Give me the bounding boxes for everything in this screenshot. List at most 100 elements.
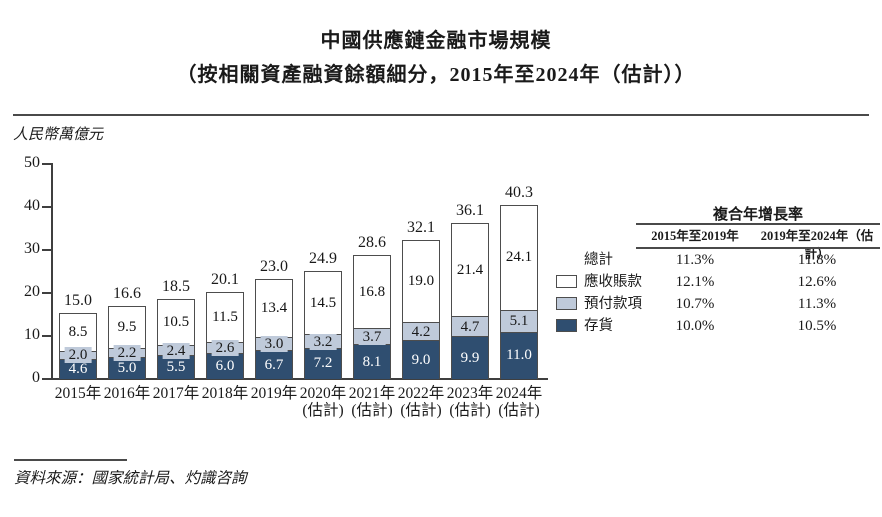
y-axis-tick-label: 0 xyxy=(32,369,40,386)
receivables-value-label: 14.5 xyxy=(309,294,337,311)
inventory-value-label: 5.5 xyxy=(166,359,186,376)
y-axis-tick-label: 40 xyxy=(24,197,40,214)
chart-title-line1: 中國供應鏈金融市場規模 xyxy=(320,30,552,52)
segment-inventory: 11.0 xyxy=(501,331,537,379)
receivables-value-label: 10.5 xyxy=(162,313,190,330)
bar-2022年: 19.0 4.2 9.0 xyxy=(402,239,440,379)
inventory-value-label: 4.6 xyxy=(68,361,88,378)
segment-inventory: 6.7 xyxy=(256,350,292,379)
receivables-value-label: 16.8 xyxy=(358,283,386,300)
bar-2023年: 21.4 4.7 9.9 xyxy=(451,223,489,379)
segment-prepayments: 4.2 xyxy=(403,322,439,341)
receivables-value-label: 19.0 xyxy=(407,272,435,289)
segment-inventory: 7.2 xyxy=(305,348,341,379)
x-axis-category-label: 2021年 (估計) xyxy=(348,385,396,419)
cagr-value: 12.6% xyxy=(797,274,837,290)
cagr-legend-table: 複合年增長率 2015年至2019年 2019年至2024年（估計） 總計 11.3% 1… xyxy=(556,203,880,348)
segment-receivables: 21.4 xyxy=(452,224,488,317)
segment-inventory: 5.0 xyxy=(109,357,145,379)
legend-swatch-應收賬款 xyxy=(556,275,577,288)
prepayments-value-label: 4.7 xyxy=(456,318,484,335)
y-axis-tick-label: 20 xyxy=(24,283,40,300)
segment-receivables: 19.0 xyxy=(403,240,439,323)
y-axis-unit-label: 人民幣萬億元 xyxy=(13,127,104,143)
segment-prepayments: 3.0 xyxy=(256,336,292,353)
segment-prepayments: 2.2 xyxy=(109,345,145,362)
y-axis-tick xyxy=(42,291,51,294)
inventory-value-label: 11.0 xyxy=(506,347,532,364)
x-axis-category-label: 2015年 xyxy=(54,385,102,402)
chart-title-line2: （按相關資產融資餘額細分，2015年至2024年（估計）） xyxy=(176,64,696,86)
inventory-value-label: 9.9 xyxy=(460,349,480,366)
bar-total-label: 20.1 xyxy=(211,270,239,288)
segment-prepayments: 5.1 xyxy=(501,309,537,332)
source-divider xyxy=(14,459,127,461)
prepayments-value-label: 2.4 xyxy=(162,342,190,359)
bar-2020年: 14.5 3.2 7.2 xyxy=(304,270,342,379)
inventory-value-label: 7.2 xyxy=(313,355,333,372)
cagr-value: 11.8% xyxy=(797,252,837,268)
x-axis-category-label: 2018年 xyxy=(201,385,249,402)
cagr-header-rule-top xyxy=(636,223,880,225)
segment-prepayments: 3.2 xyxy=(305,333,341,350)
bar-2016年: 9.5 2.2 5.0 xyxy=(108,306,146,379)
cagr-table-title: 複合年增長率 xyxy=(712,207,803,223)
cagr-column-header-2: 2019年至2024年（估計） xyxy=(760,229,874,261)
receivables-value-label: 24.1 xyxy=(505,249,533,266)
y-axis-tick xyxy=(42,205,51,208)
segment-prepayments: 3.7 xyxy=(354,328,390,345)
bar-2019年: 13.4 3.0 6.7 xyxy=(255,278,293,379)
segment-receivables: 11.5 xyxy=(207,292,243,342)
source-note: 資料來源：國家統計局、灼識咨詢 xyxy=(14,470,247,487)
x-axis-category-label: 2017年 xyxy=(152,385,200,402)
segment-receivables: 8.5 xyxy=(60,314,96,351)
cagr-value: 11.3% xyxy=(797,296,837,312)
y-axis-tick-label: 50 xyxy=(24,154,40,171)
inventory-value-label: 6.7 xyxy=(264,356,284,373)
y-axis-tick xyxy=(42,248,51,251)
segment-inventory: 6.0 xyxy=(207,353,243,379)
title-divider xyxy=(13,114,869,116)
stacked-bar-chart: 0 10 20 30 40 50 8.5 2.0 4.6 15.0 2015年 9.5 2.2 5.0 16… xyxy=(24,154,548,419)
prepayments-value-label: 3.0 xyxy=(260,336,288,353)
bar-2017年: 10.5 2.4 5.5 xyxy=(157,298,195,379)
segment-inventory: 9.0 xyxy=(403,340,439,379)
x-axis-category-label: 2023年 (估計) xyxy=(446,385,494,419)
inventory-value-label: 9.0 xyxy=(411,351,431,368)
bar-2018年: 11.5 2.6 6.0 xyxy=(206,291,244,379)
segment-receivables: 14.5 xyxy=(305,271,341,335)
x-axis-category-label: 2020年 (估計) xyxy=(299,385,347,419)
y-axis-tick xyxy=(42,334,51,337)
cagr-value: 10.7% xyxy=(675,296,715,312)
prepayments-value-label: 3.2 xyxy=(309,333,337,350)
cagr-header-rule-bottom xyxy=(636,247,880,249)
segment-receivables: 24.1 xyxy=(501,206,537,310)
receivables-value-label: 13.4 xyxy=(260,299,288,316)
receivables-value-label: 11.5 xyxy=(212,308,238,325)
legend-label-總計: 總計 xyxy=(584,252,613,268)
bar-total-label: 15.0 xyxy=(64,292,92,310)
bar-total-label: 40.3 xyxy=(505,184,533,202)
legend-label-預付款項: 預付款項 xyxy=(584,296,642,312)
segment-inventory: 8.1 xyxy=(354,344,390,379)
segment-prepayments: 2.4 xyxy=(158,342,194,359)
legend-swatch-存貨 xyxy=(556,319,577,332)
segment-inventory: 4.6 xyxy=(60,359,96,379)
bar-2024年: 24.1 5.1 11.0 xyxy=(500,205,538,379)
segment-prepayments: 2.6 xyxy=(207,340,243,357)
segment-receivables: 13.4 xyxy=(256,279,292,338)
prepayments-value-label: 2.6 xyxy=(211,340,239,357)
prepayments-value-label: 4.2 xyxy=(407,323,435,340)
x-axis-category-label: 2024年 (估計) xyxy=(495,385,543,419)
receivables-value-label: 21.4 xyxy=(456,261,484,278)
legend-label-存貨: 存貨 xyxy=(584,318,613,334)
segment-receivables: 16.8 xyxy=(354,256,390,329)
bar-total-label: 23.0 xyxy=(260,257,288,275)
segment-inventory: 9.9 xyxy=(452,336,488,379)
segment-prepayments: 4.7 xyxy=(452,316,488,337)
bar-2021年: 16.8 3.7 8.1 xyxy=(353,255,391,379)
cagr-value: 11.3% xyxy=(675,252,715,268)
bar-total-label: 18.5 xyxy=(162,277,190,295)
bar-total-label: 24.9 xyxy=(309,249,337,267)
segment-prepayments: 2.0 xyxy=(60,347,96,364)
